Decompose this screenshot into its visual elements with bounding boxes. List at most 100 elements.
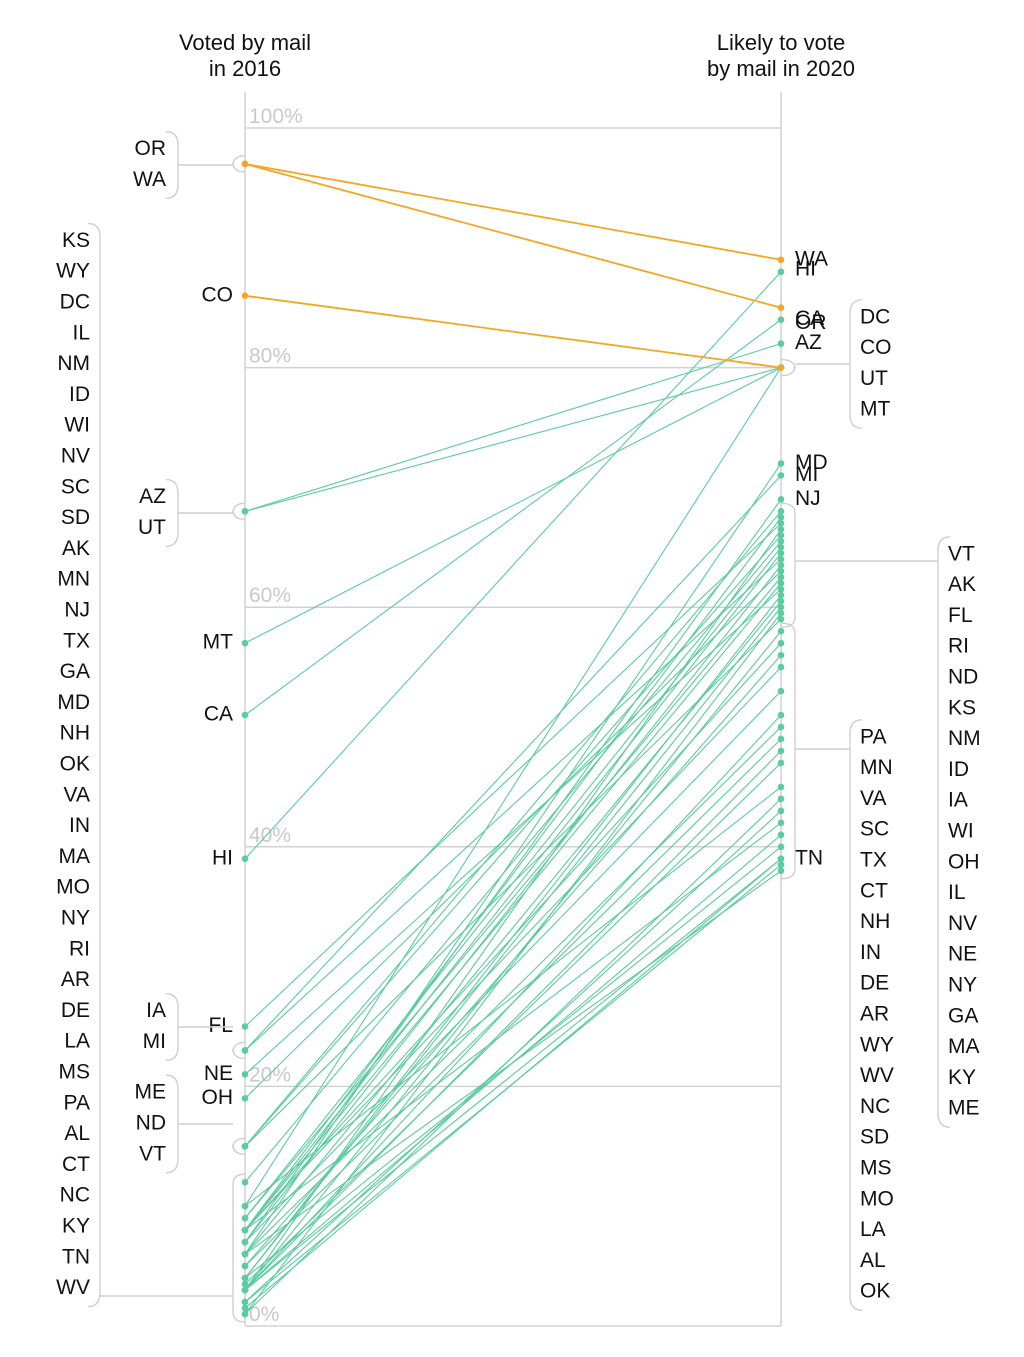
slope-line-wa xyxy=(244,163,782,261)
y-tick-label: 20% xyxy=(249,1063,291,1086)
slope-line-hi xyxy=(244,271,782,860)
left-group-label-or: OR xyxy=(135,137,167,160)
left-group-label-nv: NV xyxy=(61,445,90,468)
point-2020-nm xyxy=(777,544,785,551)
point-2020-sc xyxy=(777,663,785,671)
right-group-label-mt: MT xyxy=(860,398,890,421)
right-point-brace xyxy=(780,358,796,377)
point-2020-ma xyxy=(777,603,785,611)
right-group-label-in: IN xyxy=(860,941,881,964)
left-group-label-mi: MI xyxy=(143,1030,166,1053)
point-2020-ga xyxy=(777,597,785,605)
slope-line-me xyxy=(244,618,782,1147)
right-group-label-ok: OK xyxy=(860,1280,890,1303)
right-point-brace xyxy=(780,622,796,880)
point-2020-wi xyxy=(777,561,785,569)
left-group-brace xyxy=(165,1074,179,1174)
left-label-fl: FL xyxy=(208,1014,233,1037)
point-2020-ak xyxy=(777,514,785,521)
slope-line-il xyxy=(244,576,782,1219)
right-label-hi: HI xyxy=(795,257,816,280)
left-point-brace xyxy=(232,1137,246,1155)
left-group-label-ky: KY xyxy=(62,1215,90,1238)
right-group-label-mn: MN xyxy=(860,756,893,779)
slope-line-ca xyxy=(244,319,782,716)
left-group-label-dc: DC xyxy=(60,291,90,314)
right-group-label-sc: SC xyxy=(860,818,889,841)
right-group-label-sd: SD xyxy=(860,1126,889,1149)
grid-layer: 0% 20% 40% 60% 80% 100% xyxy=(244,92,782,1327)
point-2016-ca xyxy=(241,711,249,719)
right-group-label-wy: WY xyxy=(860,1033,894,1056)
right-header-line-2: by mail in 2020 xyxy=(707,56,855,81)
right-label-tn: TN xyxy=(795,846,823,869)
point-2020-ar xyxy=(777,759,785,767)
slope-line-nd xyxy=(244,534,782,1147)
point-2020-nh xyxy=(777,723,785,731)
right-group-label-co: CO xyxy=(860,336,892,359)
slope-line-nj xyxy=(244,499,782,1243)
slope-line-nh xyxy=(244,726,782,1255)
slope-line-mi xyxy=(244,475,782,1051)
point-2020-nc xyxy=(777,807,785,815)
point-2020-nv xyxy=(777,579,785,587)
left-group-label-sc: SC xyxy=(61,475,90,498)
left-group-label-in: IN xyxy=(69,814,90,837)
left-group-label-nj: NJ xyxy=(64,599,90,622)
point-2016-wa xyxy=(241,160,249,168)
left-group-label-ia: IA xyxy=(146,999,166,1022)
left-group-label-va: VA xyxy=(64,783,90,806)
point-2020-tn xyxy=(777,855,785,863)
left-group-label-ny: NY xyxy=(61,907,90,930)
slope-line-vt xyxy=(244,511,782,1147)
right-group-label-il: IL xyxy=(948,881,966,904)
left-group-label-ms: MS xyxy=(59,1061,91,1084)
point-2020-az xyxy=(777,340,785,347)
right-label-nj: NJ xyxy=(795,487,821,510)
slope-line-tn xyxy=(244,858,782,1309)
right-label-ca: CA xyxy=(795,307,824,330)
left-group-label-de: DE xyxy=(61,999,90,1022)
y-tick-label: 0% xyxy=(249,1303,279,1326)
right-group-label-fl: FL xyxy=(948,604,973,627)
point-2016-la xyxy=(241,1286,249,1294)
point-2016-mo xyxy=(241,1274,249,1282)
left-group-label-wa: WA xyxy=(133,168,166,191)
point-2020-ct xyxy=(777,711,785,719)
left-group-label-pa: PA xyxy=(64,1091,90,1114)
point-2016-wy xyxy=(241,1202,249,1210)
point-2020-al xyxy=(777,861,785,869)
point-2016-co xyxy=(241,292,249,300)
slope-points xyxy=(241,160,785,1318)
right-group-label-ut: UT xyxy=(860,367,888,390)
slope-line-ks xyxy=(244,540,782,1183)
right-group-label-dc: DC xyxy=(860,305,890,328)
left-group-label-ga: GA xyxy=(60,660,90,683)
point-2020-de xyxy=(777,747,785,755)
y-tick-label: 100% xyxy=(249,105,303,128)
right-group-label-oh: OH xyxy=(948,850,980,873)
slope-line-mt xyxy=(244,367,782,644)
right-point-brace xyxy=(780,502,796,628)
slope-line-ar xyxy=(244,762,782,1285)
point-2020-mn xyxy=(777,639,785,647)
point-2020-nd xyxy=(777,532,785,539)
right-group-label-nv: NV xyxy=(948,912,977,935)
point-2016-in xyxy=(241,1262,249,1270)
slope-line-ne xyxy=(244,588,782,1075)
slope-line-tx xyxy=(244,690,782,1243)
slope-line-ut xyxy=(244,367,782,512)
point-2016-ar xyxy=(241,1280,249,1288)
point-2016-ne xyxy=(241,1071,249,1078)
point-2020-mo xyxy=(777,843,785,851)
slope-line-wi xyxy=(244,564,782,1243)
slope-line-oh xyxy=(244,570,782,1099)
left-group-label-id: ID xyxy=(69,383,90,406)
right-label-az: AZ xyxy=(795,331,822,354)
right-group-label-ak: AK xyxy=(948,573,976,596)
slope-line-ma xyxy=(244,606,782,1279)
right-group-label-ri: RI xyxy=(948,635,969,658)
point-2020-oh xyxy=(777,567,785,575)
right-group-label-me: ME xyxy=(948,1097,980,1120)
point-2016-sd xyxy=(241,1226,249,1234)
